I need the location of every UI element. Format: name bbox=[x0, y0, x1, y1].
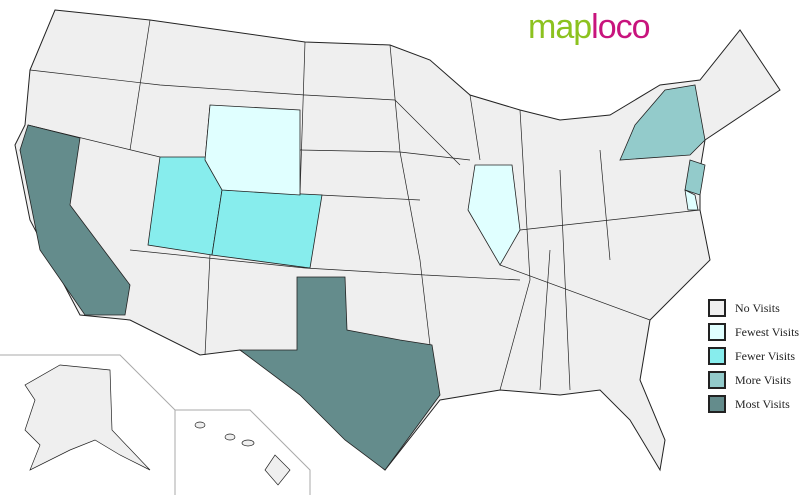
state-wyoming[interactable] bbox=[204, 104, 301, 196]
legend-item: Most Visits bbox=[708, 392, 799, 416]
state-colorado[interactable] bbox=[211, 189, 323, 269]
state-new-york[interactable] bbox=[619, 84, 706, 161]
hawaii-inset-border bbox=[175, 409, 311, 495]
state-new-jersey[interactable] bbox=[684, 159, 706, 196]
legend-item: Fewest Visits bbox=[708, 320, 799, 344]
state-california[interactable] bbox=[19, 124, 131, 316]
state-illinois[interactable] bbox=[467, 164, 521, 266]
state-texas[interactable] bbox=[238, 276, 441, 471]
state-delaware[interactable] bbox=[684, 189, 699, 211]
legend-swatch bbox=[708, 347, 726, 365]
legend-item: More Visits bbox=[708, 368, 799, 392]
legend-swatch bbox=[708, 299, 726, 317]
legend-label: More Visits bbox=[735, 372, 792, 387]
legend-swatch bbox=[708, 371, 726, 389]
state-alaska bbox=[24, 364, 151, 471]
state-utah[interactable] bbox=[147, 156, 223, 256]
legend-label: No Visits bbox=[735, 300, 780, 315]
legend-swatch bbox=[708, 323, 726, 341]
state-hawaii bbox=[194, 421, 291, 486]
legend-swatch bbox=[708, 395, 726, 413]
alaska-inset-border bbox=[0, 354, 176, 495]
legend-label: Fewer Visits bbox=[735, 348, 796, 363]
legend-item: No Visits bbox=[708, 296, 799, 320]
us-outline bbox=[14, 9, 781, 472]
legend-label: Fewest Visits bbox=[735, 324, 800, 339]
maploco-logo[interactable]: maploco bbox=[528, 8, 651, 46]
legend: No Visits Fewest Visits Fewer Visits More V… bbox=[708, 296, 799, 416]
legend-item: Fewer Visits bbox=[708, 344, 799, 368]
legend-label: Most Visits bbox=[735, 396, 790, 411]
